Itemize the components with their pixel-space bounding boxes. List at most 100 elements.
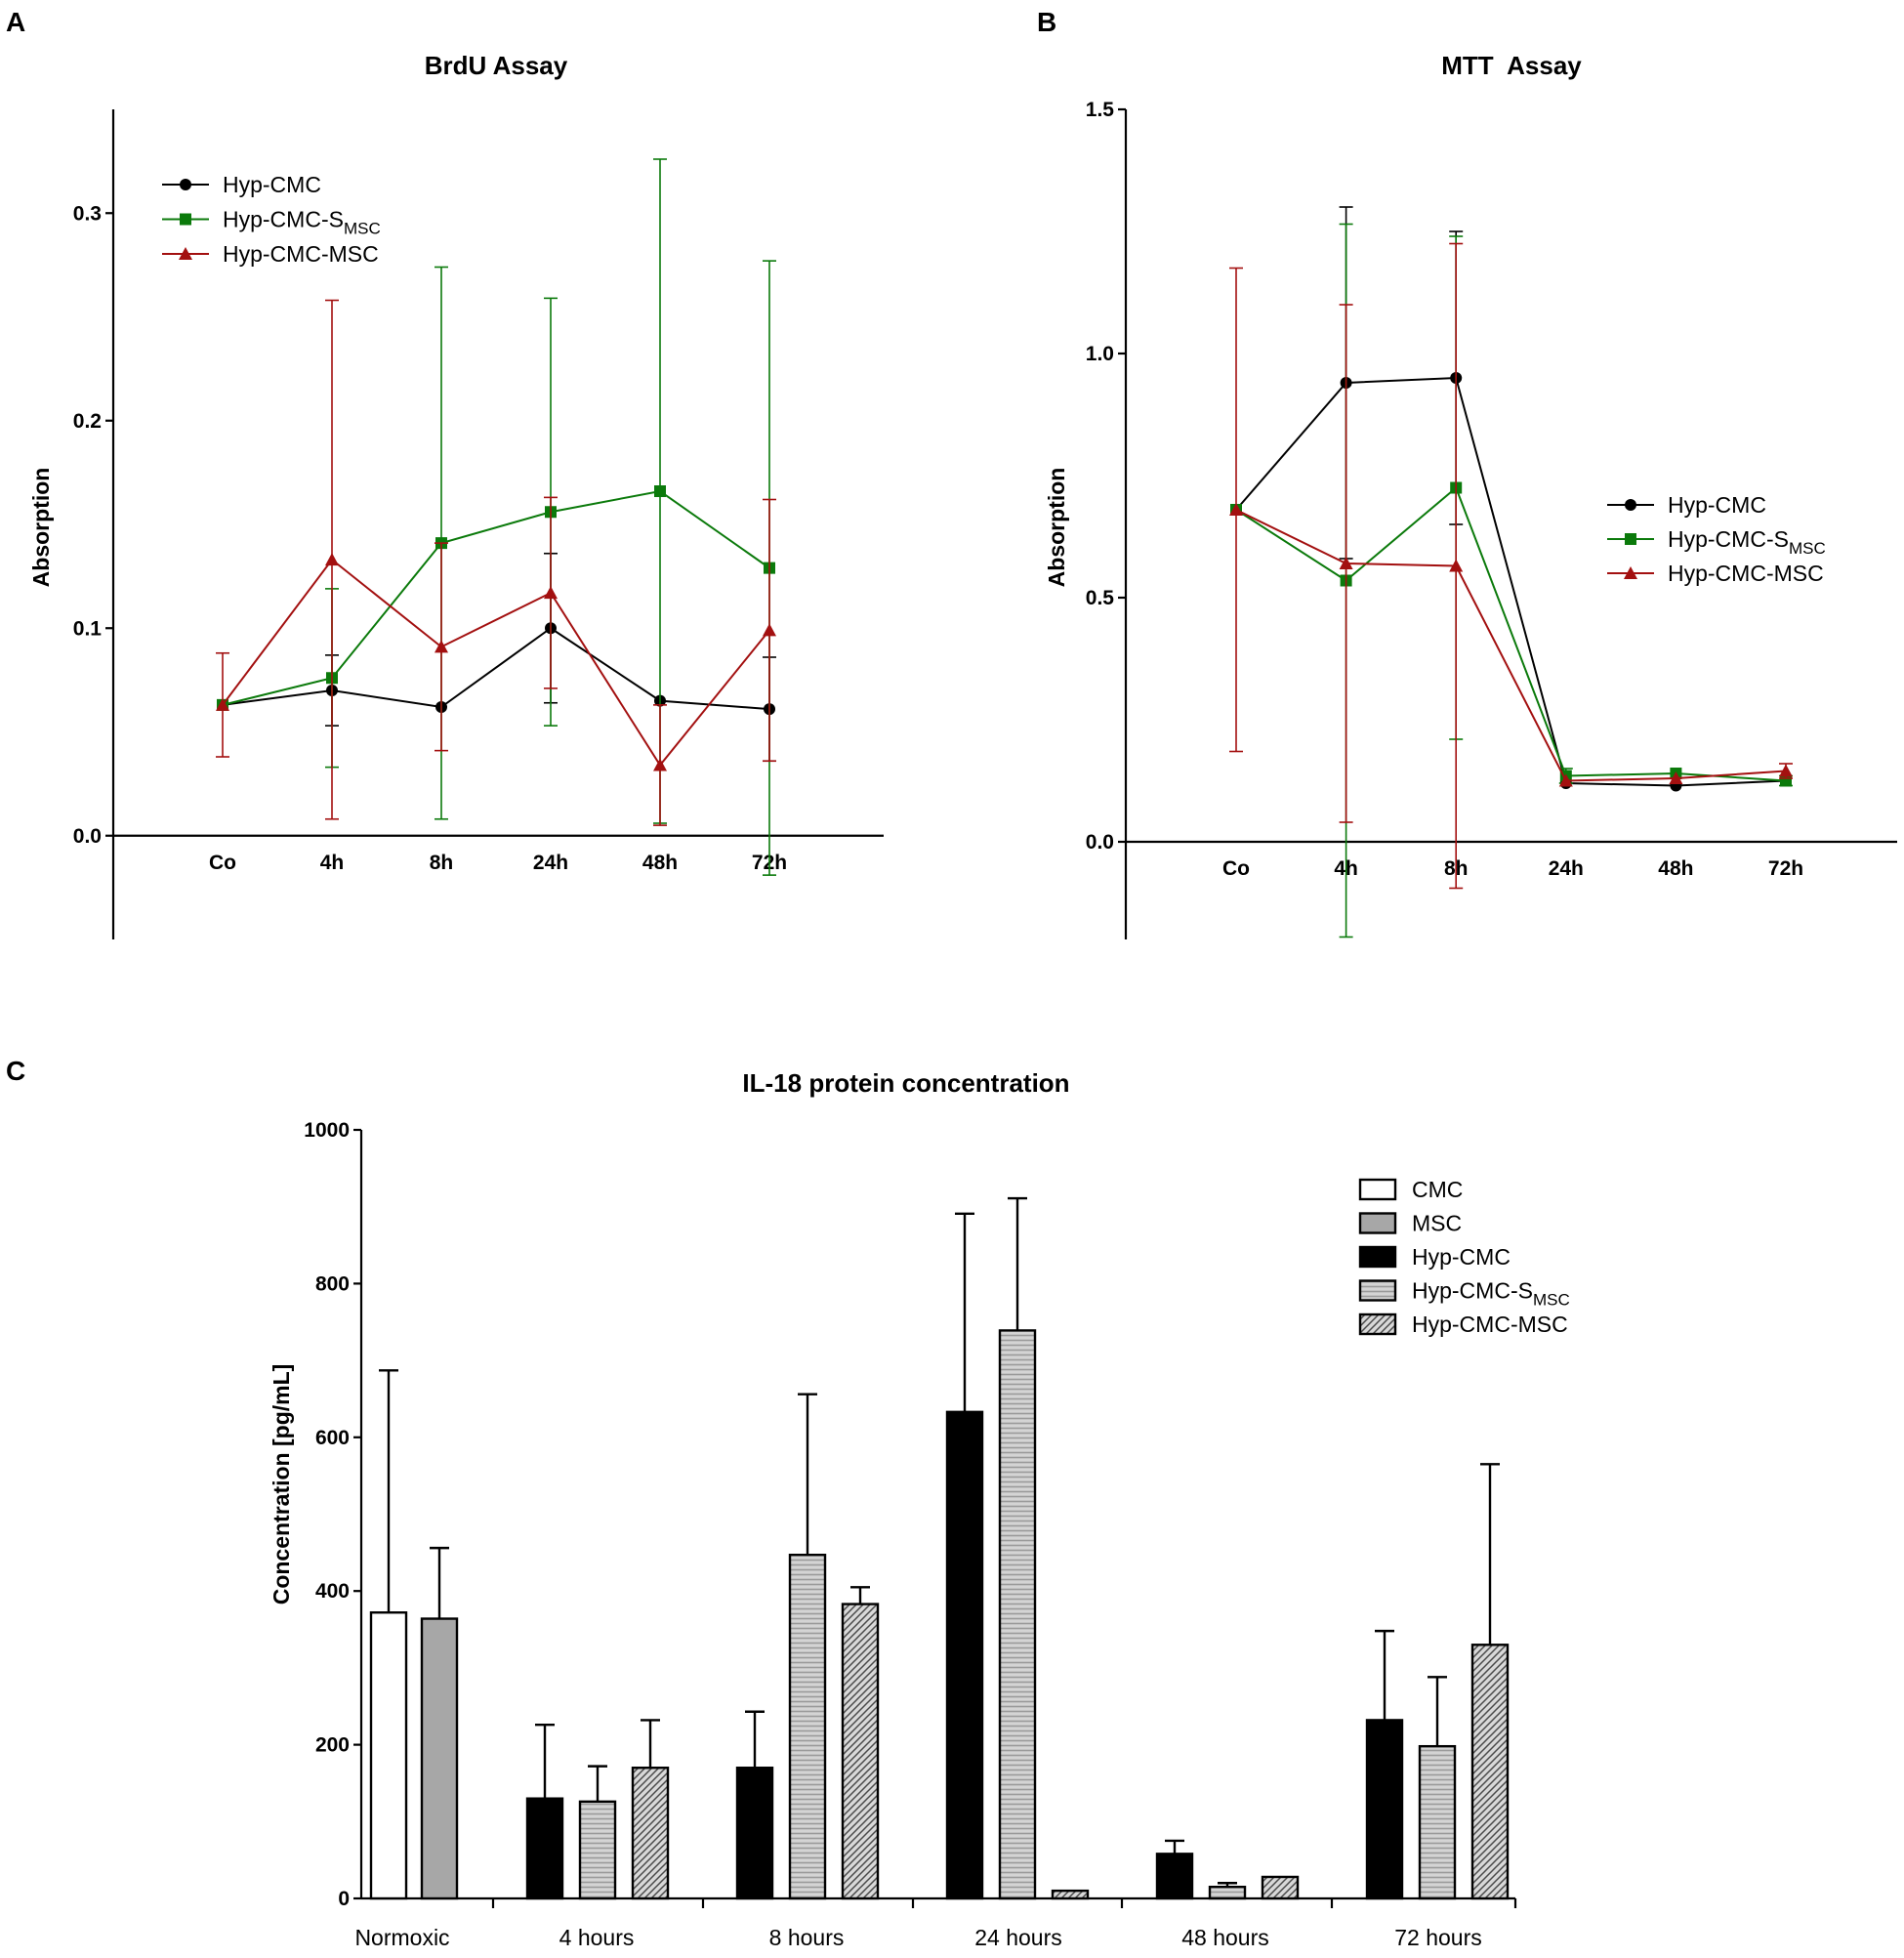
- chart-b-legend-marker-2: [1624, 566, 1637, 579]
- chart-a-legend-label-0: Hyp-CMC: [223, 172, 321, 197]
- chart-a-xtick-label-4: 48h: [642, 852, 678, 874]
- chart-c-bar-4-3: [1051, 1889, 1090, 1900]
- chart-c-bar-0-0: [369, 1611, 408, 1900]
- chart-a-legend-marker-0: [180, 179, 191, 190]
- chart-b-legend: Hyp-CMC Hyp-CMC-SMSC Hyp-CMC-MSC: [1607, 492, 1826, 586]
- chart-a-ytick-label-0: 0.0: [73, 825, 102, 848]
- chart-a-ylabel: Absorption: [28, 468, 54, 588]
- chart-c-legend-label-3: Hyp-CMC-SMSC: [1412, 1278, 1570, 1310]
- chart-a-series-line-1: [222, 489, 770, 706]
- chart-b-series-line-0: [1235, 376, 1787, 787]
- chart-b-title: MTT Assay: [1441, 51, 1582, 80]
- chart-c-legend-label-main-4: Hyp-CMC-MSC: [1412, 1312, 1568, 1337]
- chart-c-il18: 0 200 400 600 800 1000 Normoxic 4 hours 8 hours 2…: [304, 1119, 1569, 1950]
- chart-b-point-2-0: [1229, 503, 1243, 516]
- chart-c-legend-label-2: Hyp-CMC: [1412, 1244, 1511, 1270]
- chart-a-xtick-label-2: 8h: [430, 852, 454, 874]
- chart-b-legend-label-2: Hyp-CMC-MSC: [1668, 561, 1824, 586]
- chart-c-bar-4-5: [1470, 1644, 1510, 1900]
- chart-a-ytick-label-2: 0.2: [73, 410, 102, 433]
- chart-c-bar-2-2: [735, 1767, 774, 1900]
- chart-c-legend-swatch-3: [1358, 1279, 1397, 1302]
- chart-c-xtick-label-1: 4 hours: [559, 1925, 635, 1950]
- chart-c-bar-3-1: [578, 1800, 617, 1900]
- chart-b-series-line-1: [1235, 485, 1787, 782]
- chart-c-xtick-label-0: Normoxic: [354, 1925, 449, 1950]
- chart-a-brdu: 0.00.10.20.3Co 4h 8h 24h 48h 72hHyp-CMCHyp-CM…: [73, 109, 884, 939]
- chart-c-bar-2-3: [945, 1410, 984, 1900]
- chart-c-legend-swatch-1: [1358, 1212, 1397, 1234]
- chart-c-ytick-label-3: 600: [315, 1427, 350, 1449]
- chart-a-point-2-3: [544, 586, 558, 600]
- chart-a-xtick-label-1: 4h: [320, 852, 345, 874]
- chart-c-ytick-label-5: 1000: [304, 1119, 350, 1142]
- chart-b-point-2-5: [1779, 764, 1793, 777]
- chart-c-xtick-label-4: 48 hours: [1181, 1925, 1269, 1950]
- chart-c-bar-3-2: [788, 1554, 827, 1900]
- chart-a-series-2: [216, 299, 776, 826]
- chart-a-title: BrdU Assay: [425, 51, 568, 80]
- chart-b-mtt: 0.00.51.01.5Co 4h 8h 24h 48h 72hHyp-CMCHyp-CM…: [1086, 99, 1897, 939]
- chart-b-ytick-label-0: 0.0: [1086, 831, 1114, 854]
- chart-a-point-2-1: [325, 553, 339, 566]
- chart-b-legend-label-main-2: Hyp-CMC-MSC: [1668, 561, 1824, 586]
- chart-c-legend-label-4: Hyp-CMC-MSC: [1412, 1312, 1568, 1337]
- chart-b-ytick-label-1: 0.5: [1086, 587, 1115, 609]
- chart-a-xtick-label-0: Co: [209, 852, 236, 874]
- chart-b-ytick-label-2: 1.0: [1086, 343, 1114, 365]
- chart-b-ylabel: Absorption: [1044, 468, 1069, 588]
- chart-b-legend-marker-0: [1625, 499, 1636, 511]
- chart-c-title: IL-18 protein concentration: [742, 1068, 1069, 1098]
- chart-c-xtick-label-3: 24 hours: [974, 1925, 1062, 1950]
- chart-a-legend-label-1: Hyp-CMC-SMSC: [223, 207, 381, 238]
- chart-a-point-2-4: [653, 758, 667, 771]
- chart-c-bar-4-4: [1261, 1875, 1300, 1900]
- panel-letter-c: C: [6, 1056, 25, 1086]
- chart-a-point-1-4: [654, 485, 666, 497]
- chart-c-bar-2-5: [1365, 1719, 1404, 1900]
- chart-a-legend-label-2: Hyp-CMC-MSC: [223, 241, 379, 267]
- chart-a-ytick-label-3: 0.3: [73, 202, 102, 225]
- chart-c-xtick-label-5: 72 hours: [1394, 1925, 1482, 1950]
- chart-c-legend-label-main-0: CMC: [1412, 1177, 1463, 1202]
- chart-a-point-2-5: [763, 623, 776, 637]
- panel-letter-b: B: [1037, 7, 1056, 37]
- chart-a-ytick-label-1: 0.1: [73, 617, 103, 640]
- chart-c-bar-1-0: [420, 1617, 459, 1900]
- chart-a-legend-label-main-1: Hyp-CMC-S: [223, 207, 344, 232]
- chart-c-bar-3-4: [1208, 1885, 1247, 1900]
- chart-c-bar-4-1: [631, 1767, 670, 1900]
- chart-b-legend-marker-1: [1625, 533, 1636, 545]
- chart-b-xtick-label-0: Co: [1222, 857, 1250, 880]
- chart-b-series-2: [1229, 242, 1793, 890]
- chart-c-bar-2-4: [1155, 1853, 1194, 1900]
- chart-b-legend-label-sub-1: MSC: [1789, 539, 1826, 558]
- chart-c-ytick-label-1: 200: [315, 1734, 350, 1757]
- chart-c-legend-swatch-0: [1358, 1178, 1397, 1201]
- chart-c-legend-label-sub-3: MSC: [1533, 1291, 1570, 1310]
- chart-a-legend-label-main-0: Hyp-CMC: [223, 172, 321, 197]
- chart-a-point-2-2: [435, 640, 448, 653]
- chart-b-series-line-2: [1235, 509, 1787, 782]
- chart-c-legend-label-0: CMC: [1412, 1177, 1463, 1202]
- chart-b-ytick-label-3: 1.5: [1086, 99, 1115, 121]
- chart-c-legend-swatch-2: [1358, 1245, 1397, 1269]
- chart-c-bar-3-3: [998, 1329, 1037, 1900]
- chart-c-bar-4-2: [841, 1603, 880, 1900]
- chart-c-legend-swatch-4: [1358, 1312, 1397, 1336]
- chart-b-legend-label-0: Hyp-CMC: [1668, 492, 1766, 518]
- chart-c-legend-label-main-2: Hyp-CMC: [1412, 1244, 1511, 1270]
- chart-b-xtick-label-5: 72h: [1768, 857, 1803, 880]
- chart-b-legend-label-main-0: Hyp-CMC: [1668, 492, 1766, 518]
- chart-b-xtick-label-3: 24h: [1549, 857, 1584, 880]
- chart-a-legend-marker-2: [179, 247, 192, 260]
- chart-c-ytick-label-0: 0: [338, 1888, 350, 1910]
- chart-a-series-line-0: [222, 627, 770, 711]
- chart-a-legend-label-main-2: Hyp-CMC-MSC: [223, 241, 379, 267]
- chart-a-legend-label-sub-1: MSC: [344, 220, 381, 238]
- panel-letter-a: A: [6, 7, 25, 37]
- chart-c-xtick-label-2: 8 hours: [769, 1925, 845, 1950]
- chart-b-legend-label-main-1: Hyp-CMC-S: [1668, 526, 1789, 552]
- chart-c-bar-3-5: [1418, 1744, 1457, 1900]
